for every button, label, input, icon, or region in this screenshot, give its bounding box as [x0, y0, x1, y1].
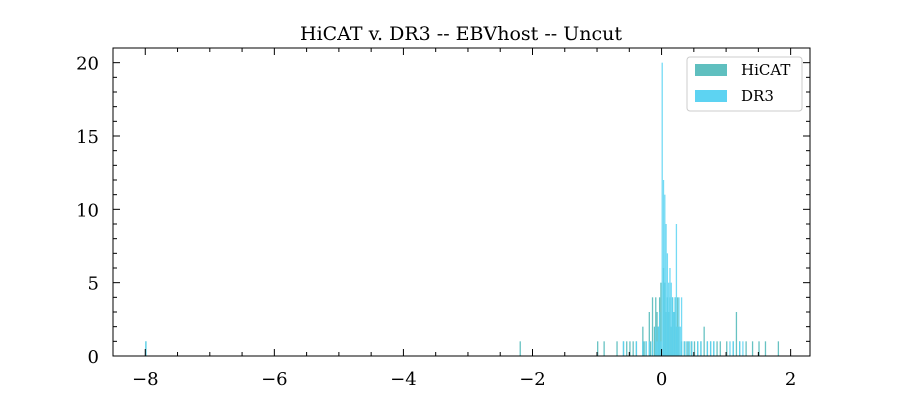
bar [632, 341, 634, 356]
bar [745, 341, 747, 356]
bar [687, 341, 689, 356]
plot-frame [112, 47, 811, 357]
bar [679, 326, 681, 356]
bar [716, 341, 718, 356]
bar [735, 312, 738, 356]
legend-swatch-dr3 [695, 90, 727, 102]
bar [678, 297, 680, 356]
bar [751, 341, 754, 356]
y-tick-label: 20 [76, 54, 99, 75]
bars-layer [145, 62, 780, 357]
bar [519, 341, 521, 356]
bar [622, 341, 625, 356]
bar [642, 341, 644, 356]
bar [674, 297, 676, 356]
bar [657, 326, 659, 356]
bar [648, 341, 650, 356]
bar [732, 341, 734, 356]
bar [675, 224, 678, 356]
bar [764, 341, 767, 356]
bar [664, 194, 666, 356]
bar [677, 297, 679, 356]
bar [666, 253, 669, 356]
bar [665, 224, 667, 356]
bar [670, 282, 672, 356]
bar [706, 341, 709, 356]
bar [739, 341, 741, 356]
bar [660, 282, 662, 356]
bar [643, 341, 645, 356]
bar [713, 341, 715, 356]
bar [626, 341, 628, 356]
bar [616, 341, 618, 356]
bar [651, 341, 654, 356]
bar [673, 312, 675, 356]
bar [668, 282, 670, 356]
bar [700, 341, 702, 356]
bar [677, 326, 679, 356]
bar [697, 341, 699, 356]
bar [691, 341, 693, 356]
y-tick-label: 10 [76, 200, 99, 221]
bar [145, 341, 147, 356]
bar [680, 297, 683, 356]
bar [777, 341, 780, 356]
bar [742, 341, 744, 356]
bar [649, 341, 652, 356]
bar [635, 341, 638, 356]
bar [597, 341, 599, 356]
bar [703, 326, 705, 356]
bar [603, 341, 605, 356]
y-tick-label: 15 [76, 127, 99, 148]
bar [758, 341, 760, 356]
x-tick-label: −2 [519, 369, 546, 390]
bar [629, 341, 631, 356]
x-tick-label: 0 [656, 369, 667, 390]
bar [660, 341, 662, 356]
bar [693, 341, 696, 356]
x-tick-label: 2 [785, 369, 796, 390]
bar [648, 312, 650, 356]
bar [656, 312, 658, 356]
bar [658, 312, 661, 356]
bar [671, 297, 674, 356]
x-tick-label: −4 [390, 369, 417, 390]
y-tick-label: 5 [88, 274, 99, 295]
bar [653, 326, 656, 356]
bar [651, 297, 654, 356]
bar [709, 341, 712, 356]
bar [655, 326, 657, 356]
x-tick-label: −8 [132, 369, 159, 390]
legend-label-dr3: DR3 [741, 87, 774, 105]
bar [669, 268, 671, 356]
bar [662, 180, 665, 356]
bar [719, 341, 721, 356]
bar [683, 341, 685, 356]
bar [645, 341, 647, 356]
series-dr3 [145, 62, 744, 357]
bar [656, 341, 658, 356]
legend-swatch-hicat [695, 64, 727, 76]
chart-title: HiCAT v. DR3 -- EBVhost -- Uncut [300, 23, 622, 45]
bar [726, 341, 728, 356]
bar [661, 62, 663, 357]
y-tick-label: 0 [88, 347, 99, 368]
legend: HiCAT DR3 [686, 56, 803, 112]
legend-label-hicat: HiCAT [741, 61, 790, 79]
bar [686, 341, 688, 356]
x-tick-label: −6 [261, 369, 288, 390]
bar [688, 341, 690, 356]
bar [655, 297, 657, 356]
bar [729, 341, 731, 356]
